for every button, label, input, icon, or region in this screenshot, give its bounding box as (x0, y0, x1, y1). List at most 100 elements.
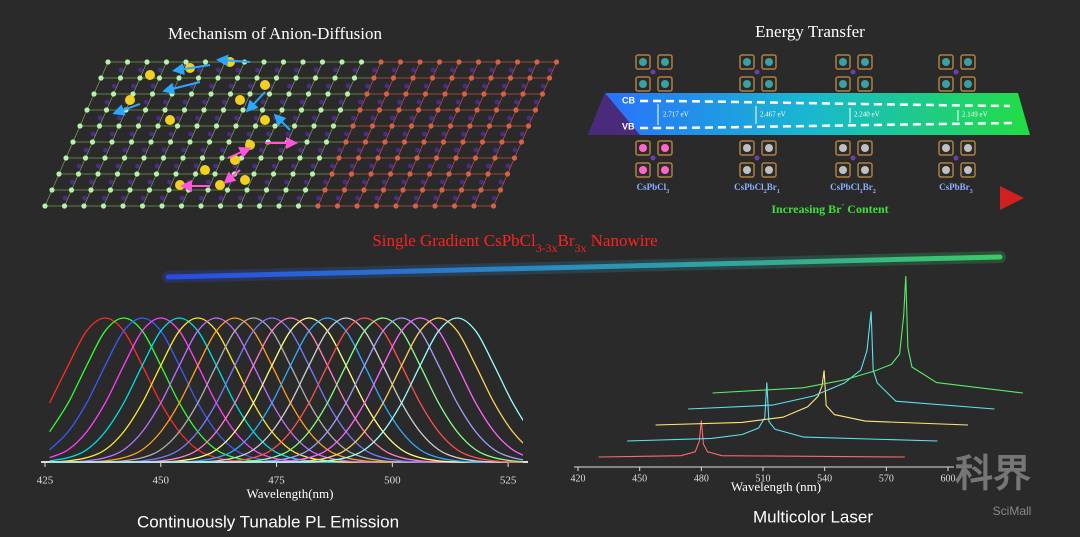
bond (175, 157, 184, 175)
br-atom (260, 80, 270, 90)
cs-atom (330, 163, 335, 169)
halide (661, 144, 669, 152)
bond (503, 77, 511, 95)
cs-atom (381, 179, 387, 185)
cs-atom (540, 83, 546, 89)
cs-atom (207, 131, 213, 137)
cs-atom (416, 99, 422, 105)
bond (288, 77, 297, 95)
atom (215, 75, 221, 81)
cs-atom (101, 195, 107, 201)
bond (214, 157, 223, 175)
pl-curve (49, 317, 523, 463)
cs-atom (434, 147, 440, 153)
atom (497, 187, 504, 193)
atom (400, 187, 406, 193)
cs-atom (266, 131, 271, 137)
compound-label-part: 3 (970, 188, 973, 195)
atom (297, 155, 303, 161)
bond (391, 109, 400, 127)
bond (139, 61, 148, 79)
bond (255, 109, 263, 127)
halide (661, 58, 669, 66)
octahedron (857, 140, 873, 156)
bond (237, 61, 245, 79)
cs-atom (90, 131, 96, 137)
atom (261, 59, 267, 65)
atom (279, 107, 285, 113)
cs-atom (69, 179, 75, 185)
atom (134, 171, 140, 177)
bond (376, 189, 384, 207)
halide (639, 80, 647, 88)
compound-label-part: 2 (873, 188, 876, 195)
bond (150, 125, 159, 143)
cs-atom (188, 131, 193, 137)
cs-atom (157, 67, 163, 73)
bond (344, 173, 352, 191)
cs-atom (186, 179, 192, 185)
bond (163, 141, 171, 159)
halide (765, 144, 773, 152)
atom (421, 139, 427, 145)
cs-atom (264, 179, 270, 185)
nanowire-title-part: 3x (575, 241, 587, 255)
bond (157, 109, 166, 127)
cs-atom (319, 99, 324, 105)
bond (196, 109, 205, 127)
atom (213, 123, 220, 129)
bond (273, 157, 281, 175)
atom (410, 75, 416, 81)
bond (58, 157, 67, 175)
x-tick-label: 475 (268, 475, 285, 487)
cs-atom (257, 195, 263, 201)
x-tick-label: 425 (37, 475, 54, 487)
cs-atom (526, 115, 532, 121)
cs-atom (82, 195, 87, 201)
cs-atom (136, 115, 142, 121)
atom (141, 155, 147, 161)
halide (942, 58, 950, 66)
bond (359, 93, 368, 111)
bond (480, 173, 489, 191)
atom (412, 203, 419, 209)
bond (184, 93, 192, 111)
cs-atom (475, 99, 480, 105)
x-tick-label: 570 (879, 473, 894, 484)
atom (403, 91, 409, 97)
atom (195, 75, 202, 81)
atom (319, 59, 326, 65)
octahedron (635, 140, 651, 156)
atom (499, 139, 505, 145)
atom (139, 203, 146, 209)
bond (483, 77, 492, 95)
atom (311, 123, 317, 129)
atom (77, 123, 83, 129)
halide (942, 144, 950, 152)
atom (553, 59, 560, 65)
nanowire-title-part: Single Gradient CsPbCl (372, 231, 536, 250)
bond (522, 77, 531, 95)
cs-atom (196, 67, 202, 73)
bond (475, 141, 483, 159)
cs-atom (377, 99, 383, 105)
atom (103, 107, 110, 113)
halide (839, 166, 847, 174)
atom (364, 91, 370, 97)
atom (506, 123, 512, 129)
bond (402, 173, 411, 191)
bond (249, 77, 258, 95)
halide (861, 166, 869, 174)
cs-atom (420, 179, 426, 185)
atom (42, 203, 48, 209)
atom (414, 155, 420, 161)
bond (136, 157, 145, 175)
gap-label: 2.240 eV (854, 111, 880, 119)
bond (149, 173, 157, 191)
atom (362, 139, 369, 145)
bond (473, 189, 482, 207)
cs-atom (142, 147, 147, 153)
bond (103, 189, 111, 207)
bond (395, 189, 404, 207)
cs-atom (235, 67, 241, 73)
